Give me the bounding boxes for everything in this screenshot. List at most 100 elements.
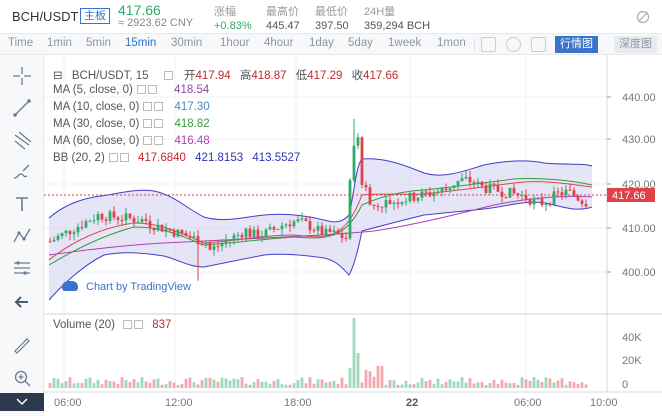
candle-body bbox=[344, 237, 348, 239]
tf-1hour[interactable]: 1hour bbox=[220, 37, 250, 49]
last-price: 417.66 bbox=[118, 2, 161, 18]
legend-ma10[interactable]: MA (10, close, 0) 417.30 bbox=[53, 101, 210, 113]
eye-toggle-icon[interactable] bbox=[123, 320, 133, 329]
fullscreen-icon[interactable] bbox=[531, 37, 546, 52]
market-badge[interactable]: 主板 bbox=[80, 8, 110, 24]
bb-upper-line bbox=[48, 158, 593, 223]
close-icon[interactable] bbox=[134, 320, 144, 329]
legend-ma60[interactable]: MA (60, close, 0) 416.48 bbox=[53, 135, 210, 147]
candle-body bbox=[280, 225, 284, 230]
volume-bar bbox=[420, 377, 424, 388]
candlestick-chart[interactable]: 417.66 440.00 430.00 420.00 410.00 400.0… bbox=[44, 55, 662, 416]
candle-body bbox=[136, 222, 140, 224]
tradingview-brand[interactable]: Chart by TradingView bbox=[62, 281, 191, 293]
volume-bar bbox=[320, 379, 324, 388]
ticker-header: BCH/USDT 主板 417.66 ≈ 2923.62 CNY 涨幅 +0.8… bbox=[0, 0, 662, 33]
indicator-icon[interactable] bbox=[481, 37, 496, 52]
candle-body bbox=[140, 218, 144, 223]
volume-bar bbox=[184, 378, 188, 388]
candle-body bbox=[444, 188, 448, 191]
tf-1week[interactable]: 1week bbox=[388, 37, 422, 49]
candle-body bbox=[480, 181, 484, 186]
eye-toggle-icon[interactable] bbox=[136, 85, 146, 94]
volume-bar bbox=[552, 382, 556, 388]
volume-bar bbox=[172, 382, 176, 388]
volume-bar bbox=[492, 379, 496, 388]
close-icon[interactable] bbox=[154, 136, 164, 145]
candle-body bbox=[160, 224, 164, 232]
volume-bar bbox=[160, 384, 164, 388]
text-tool-icon[interactable] bbox=[11, 193, 33, 215]
candle-body bbox=[116, 217, 120, 220]
volume-bar bbox=[52, 377, 56, 388]
volume-bar bbox=[240, 377, 244, 388]
tf-4hour[interactable]: 4hour bbox=[264, 37, 294, 49]
volume-bar bbox=[564, 384, 568, 388]
close-icon[interactable] bbox=[154, 119, 164, 128]
candle-body bbox=[132, 218, 136, 223]
candle-body bbox=[520, 195, 524, 197]
brush-icon[interactable] bbox=[11, 161, 33, 183]
volume-bar bbox=[136, 382, 140, 388]
tab-depth-chart[interactable]: 深度图 bbox=[614, 36, 657, 53]
close-icon[interactable] bbox=[119, 153, 129, 162]
volume-bar bbox=[436, 378, 440, 388]
stat-change: 涨幅 +0.83% bbox=[214, 6, 252, 32]
collapse-panel-icon[interactable] bbox=[0, 393, 44, 411]
volume-bar bbox=[276, 379, 280, 388]
eye-toggle-icon[interactable] bbox=[108, 153, 118, 162]
candle-body bbox=[356, 137, 360, 146]
current-price-label: 417.66 bbox=[612, 190, 646, 202]
volume-bar bbox=[396, 384, 400, 388]
candle-body bbox=[64, 230, 68, 234]
eye-toggle-icon[interactable] bbox=[143, 136, 153, 145]
price-tick: 430.00 bbox=[622, 134, 656, 146]
eye-toggle-icon[interactable] bbox=[143, 102, 153, 111]
eye-toggle-icon[interactable] bbox=[163, 71, 173, 80]
volume-bar bbox=[264, 381, 268, 388]
tf-5day[interactable]: 5day bbox=[348, 37, 373, 49]
volume-bar bbox=[428, 380, 432, 388]
volume-bar bbox=[412, 384, 416, 388]
legend-bb[interactable]: BB (20, 2) 417.6840 421.8153 413.5527 bbox=[53, 152, 301, 164]
volume-bar bbox=[536, 379, 540, 388]
candle-body bbox=[440, 188, 444, 192]
back-arrow-icon[interactable] bbox=[11, 291, 33, 313]
tf-1mon[interactable]: 1mon bbox=[437, 37, 466, 49]
close-icon[interactable] bbox=[147, 85, 157, 94]
candle-body bbox=[84, 221, 88, 228]
tf-time[interactable]: Time bbox=[8, 37, 34, 49]
volume-bar bbox=[332, 380, 336, 388]
ruler-icon[interactable] bbox=[11, 335, 33, 357]
pattern-icon[interactable] bbox=[11, 225, 33, 247]
volume-bar bbox=[516, 384, 520, 388]
pitchfork-icon[interactable] bbox=[11, 129, 33, 151]
zoom-in-icon[interactable] bbox=[11, 367, 33, 389]
collapse-legend-icon[interactable]: ⊟ bbox=[53, 70, 63, 82]
hide-eye-icon[interactable] bbox=[636, 10, 650, 24]
volume-bar bbox=[500, 379, 504, 388]
legend-ma5[interactable]: MA (5, close, 0) 418.54 bbox=[53, 84, 210, 96]
candle-body bbox=[236, 234, 240, 236]
timeframe-toolbar: Time 1min 5min 15min 30min 1hour 4hour 1… bbox=[0, 33, 662, 55]
tf-1min[interactable]: 1min bbox=[47, 37, 72, 49]
trend-line-icon[interactable] bbox=[11, 97, 33, 119]
close-icon[interactable] bbox=[154, 102, 164, 111]
measure-icon[interactable] bbox=[11, 257, 33, 279]
candle-body bbox=[104, 219, 108, 221]
volume-bar bbox=[364, 369, 368, 388]
crosshair-icon[interactable] bbox=[11, 65, 33, 87]
tf-1day[interactable]: 1day bbox=[309, 37, 334, 49]
candle-body bbox=[340, 234, 344, 238]
tf-15min[interactable]: 15min bbox=[125, 37, 157, 49]
volume-bar bbox=[80, 383, 84, 388]
tab-kline-chart[interactable]: 行情图 bbox=[555, 36, 598, 53]
legend-ma30[interactable]: MA (30, close, 0) 418.82 bbox=[53, 118, 210, 130]
settings-icon[interactable] bbox=[506, 37, 521, 52]
candle-body bbox=[328, 228, 332, 233]
volume-bar bbox=[180, 384, 184, 388]
price-tick: 410.00 bbox=[622, 223, 656, 235]
eye-toggle-icon[interactable] bbox=[143, 119, 153, 128]
tf-5min[interactable]: 5min bbox=[86, 37, 111, 49]
tf-30min[interactable]: 30min bbox=[171, 37, 203, 49]
